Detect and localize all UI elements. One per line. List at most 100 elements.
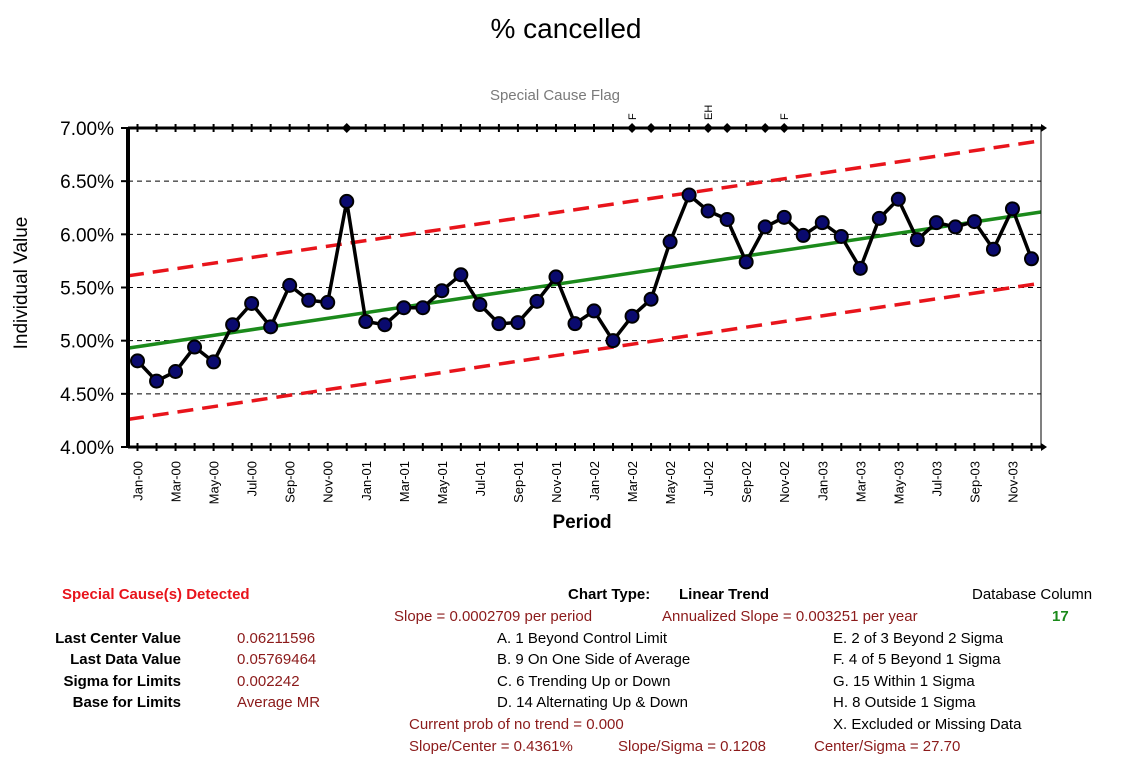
data-point — [985, 241, 1001, 257]
stat-value-base: Average MR — [237, 694, 321, 711]
data-point — [244, 295, 260, 311]
flag-label: EH — [703, 105, 715, 120]
data-point — [567, 316, 583, 332]
chart-type-label: Chart Type: — [568, 586, 651, 603]
flag-label: F — [627, 113, 639, 120]
slope-center-text: Slope/Center = 0.4361% — [409, 738, 573, 755]
special-cause-label: Special Cause(s) Detected — [62, 586, 250, 603]
data-point — [301, 292, 317, 308]
data-point — [263, 319, 279, 335]
slope-text: Slope = 0.0002709 per period — [394, 608, 593, 625]
data-point — [605, 333, 621, 349]
x-tick-label: Nov-02 — [777, 461, 792, 503]
data-point — [339, 193, 355, 209]
data-point — [871, 210, 887, 226]
flag-marker — [779, 123, 790, 133]
x-tick-label: Sep-01 — [511, 461, 526, 503]
data-point — [491, 316, 507, 332]
rule-x: X. Excluded or Missing Data — [833, 716, 1022, 733]
x-tick-label: Nov-01 — [549, 461, 564, 503]
y-tick-label: 4.50% — [60, 385, 114, 406]
x-tick-label: Mar-03 — [853, 461, 868, 502]
lower-control-limit — [127, 281, 1042, 422]
control-chart: % cancelled Special Cause Flag Individua… — [11, 13, 1047, 533]
prob-trend-text: Current prob of no trend = 0.000 — [409, 716, 624, 733]
x-tick-label: Jan-03 — [815, 461, 830, 501]
data-point — [149, 373, 165, 389]
chart-type-value: Linear Trend — [679, 586, 770, 603]
x-tick-label: May-02 — [663, 461, 678, 504]
x-tick-label: Jan-01 — [359, 461, 374, 501]
data-point — [282, 277, 298, 293]
rule-e: E. 2 of 3 Beyond 2 Sigma — [833, 630, 1004, 647]
stat-label-last-center: Last Center Value — [55, 630, 181, 647]
y-tick-label: 5.00% — [60, 332, 114, 353]
flag-label: F — [779, 113, 791, 120]
data-point — [966, 214, 982, 230]
flag-marker — [722, 123, 733, 133]
rule-g: G. 15 Within 1 Sigma — [833, 673, 975, 690]
flag-marker — [646, 123, 657, 133]
data-point — [776, 209, 792, 225]
stat-value-last-data: 0.05769464 — [237, 651, 317, 668]
flag-axis-arrow — [1041, 124, 1047, 132]
x-tick-label: Jan-02 — [587, 461, 602, 501]
center-sigma-text: Center/Sigma = 27.70 — [814, 738, 961, 755]
data-point — [738, 254, 754, 270]
x-tick-label: Jul-02 — [701, 461, 716, 496]
y-tick-label: 6.00% — [60, 225, 114, 246]
data-point — [434, 283, 450, 299]
chart-title: % cancelled — [491, 13, 642, 44]
x-axis-title: Period — [552, 512, 611, 533]
x-tick-label: Nov-03 — [1005, 461, 1020, 503]
data-point — [377, 317, 393, 333]
x-tick-label: May-01 — [435, 461, 450, 504]
data-point — [681, 187, 697, 203]
data-point — [757, 219, 773, 235]
slope-sigma-text: Slope/Sigma = 0.1208 — [618, 738, 767, 755]
x-tick-label: Mar-00 — [169, 461, 184, 502]
data-point — [453, 267, 469, 283]
data-point — [225, 317, 241, 333]
data-point — [358, 314, 374, 330]
data-point — [947, 219, 963, 235]
data-point — [833, 228, 849, 244]
data-point — [852, 260, 868, 276]
data-point — [1023, 251, 1039, 267]
data-point — [396, 300, 412, 316]
data-point — [909, 232, 925, 248]
rule-a: A. 1 Beyond Control Limit — [497, 630, 668, 647]
data-point — [719, 211, 735, 227]
x-tick-label: Jul-01 — [473, 461, 488, 496]
data-point — [320, 294, 336, 310]
y-tick-label: 6.50% — [60, 172, 114, 193]
x-tick-label: Jul-03 — [929, 461, 944, 496]
data-point — [890, 191, 906, 207]
x-tick-label: Mar-01 — [397, 461, 412, 502]
rule-d: D. 14 Alternating Up & Down — [497, 694, 688, 711]
data-point — [928, 215, 944, 231]
data-point — [130, 353, 146, 369]
data-series-line — [136, 193, 1034, 383]
rule-f: F. 4 of 5 Beyond 1 Sigma — [833, 651, 1001, 668]
x-tick-label: Sep-03 — [967, 461, 982, 503]
flag-marker — [703, 123, 714, 133]
data-point — [187, 339, 203, 355]
data-point — [415, 300, 431, 316]
data-point — [700, 203, 716, 219]
x-tick-label: Jan-00 — [131, 461, 146, 501]
rule-c: C. 6 Trending Up or Down — [497, 673, 671, 690]
y-axis-title: Individual Value — [11, 217, 32, 350]
x-tick-label: Sep-00 — [283, 461, 298, 503]
stat-value-sigma: 0.002242 — [237, 673, 300, 690]
x-tick-label: May-03 — [891, 461, 906, 504]
stat-label-base: Base for Limits — [72, 694, 181, 711]
stat-label-last-data: Last Data Value — [70, 651, 181, 668]
x-tick-label: Sep-02 — [739, 461, 754, 503]
data-point — [814, 215, 830, 231]
annualized-slope-text: Annualized Slope = 0.003251 per year — [662, 608, 918, 625]
data-point — [548, 269, 564, 285]
special-cause-flag-title: Special Cause Flag — [490, 87, 620, 104]
flag-marker — [341, 123, 352, 133]
data-point — [643, 291, 659, 307]
